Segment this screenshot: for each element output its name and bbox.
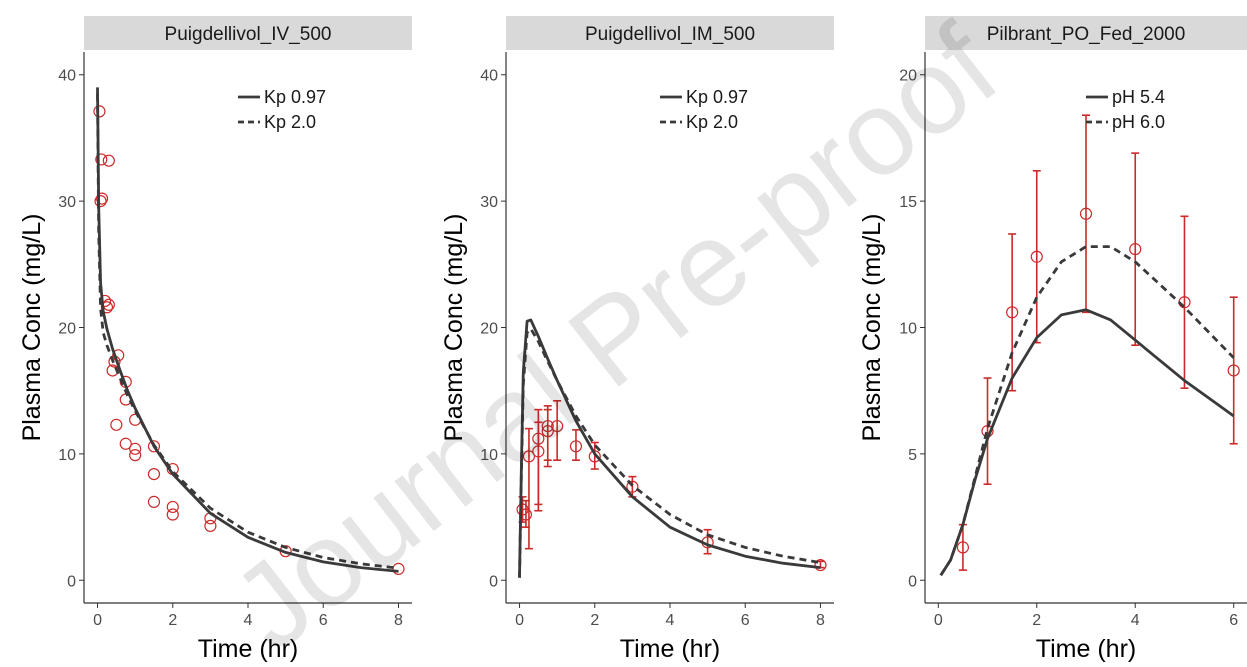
panel-title: Puigdellivol_IM_500 (585, 24, 755, 45)
y-tick-label: 10 (899, 321, 917, 338)
observed-point (204, 519, 217, 533)
panel-title: Puigdellivol_IV_500 (165, 24, 332, 45)
observed-point (94, 195, 107, 208)
y-tick-label: 20 (58, 321, 76, 338)
observed-point (551, 419, 564, 433)
y-tick-label: 20 (480, 321, 498, 338)
observed-point (102, 154, 115, 167)
series-line (96, 93, 399, 570)
y-tick-label: 40 (58, 68, 76, 85)
observed-point (626, 480, 639, 493)
x-tick-label: 2 (168, 612, 177, 629)
observed-point (119, 437, 132, 450)
y-axis-title: Plasma Conc (mg/L) (440, 214, 468, 442)
series-line (518, 327, 821, 578)
observed-point (147, 467, 161, 481)
y-tick-label: 30 (58, 194, 76, 211)
x-tick-label: 0 (93, 612, 102, 629)
y-tick-label: 30 (480, 194, 498, 211)
x-axis-title: Time (hr) (198, 635, 298, 663)
legend-label: Kp 2.0 (686, 112, 738, 132)
series-line (939, 245, 1235, 576)
observed-point (541, 425, 554, 438)
chart-panel-3: Pilbrant_PO_Fed_2000 0 5 10 15 20 0 2 4 6 Time (hr… (858, 16, 1247, 663)
x-tick-label: 8 (816, 612, 825, 629)
observed-point (1129, 243, 1142, 256)
y-tick-label: 5 (908, 447, 917, 464)
y-tick-label: 10 (480, 447, 498, 464)
panel-strip (506, 16, 834, 50)
observed-point (569, 440, 583, 453)
y-tick-label: 40 (480, 68, 498, 85)
observed-point (814, 558, 827, 572)
x-tick-label: 6 (1229, 612, 1238, 629)
observed-point (112, 349, 125, 362)
y-tick-label: 15 (899, 194, 917, 211)
panel-strip (84, 16, 412, 50)
legend-label: pH 5.4 (1112, 87, 1165, 107)
observed-point (1227, 364, 1240, 377)
observed-point (166, 508, 179, 521)
x-tick-label: 4 (666, 612, 675, 629)
y-tick-label: 0 (908, 573, 917, 590)
observed-point (110, 418, 123, 431)
x-tick-label: 2 (590, 612, 599, 629)
observed-point (532, 445, 545, 458)
x-axis-title: Time (hr) (1036, 635, 1136, 663)
y-axis-title: Plasma Conc (mg/L) (18, 214, 46, 442)
y-tick-label: 20 (899, 68, 917, 85)
observed-point (129, 449, 142, 462)
observed-point (95, 153, 108, 166)
observed-point (1006, 306, 1019, 319)
observed-point (1079, 207, 1093, 220)
y-axis-title: Plasma Conc (mg/L) (858, 214, 886, 442)
panel-title: Pilbrant_PO_Fed_2000 (987, 24, 1186, 45)
y-tick-label: 0 (67, 573, 76, 590)
legend-label: Kp 0.97 (686, 87, 748, 107)
observed-point (93, 105, 106, 118)
series-line (96, 87, 399, 573)
observed-point (522, 450, 536, 463)
series-line (939, 308, 1235, 576)
x-tick-label: 4 (1131, 612, 1140, 629)
observed-point (166, 500, 179, 514)
x-tick-label: 0 (934, 612, 943, 629)
observed-point (129, 442, 142, 455)
x-tick-label: 6 (741, 612, 750, 629)
observed-point (588, 450, 601, 463)
legend-label: Kp 0.97 (264, 87, 326, 107)
x-tick-label: 8 (394, 612, 403, 629)
x-tick-label: 2 (1032, 612, 1041, 629)
x-tick-label: 6 (319, 612, 328, 629)
chart-panel-1: Puigdellivol_IV_500 0 10 20 30 40 0 2 4 6 8 Time (h… (18, 16, 412, 663)
y-tick-label: 0 (489, 573, 498, 590)
x-tick-label: 0 (515, 612, 524, 629)
x-tick-label: 4 (244, 612, 253, 629)
chart-panel-2: Puigdellivol_IM_500 0 10 20 30 40 0 2 4 6 8 Time (h… (440, 16, 834, 663)
observed-point (95, 192, 109, 205)
y-tick-label: 10 (58, 447, 76, 464)
x-axis-title: Time (hr) (620, 635, 720, 663)
observed-point (1030, 250, 1043, 263)
legend-label: Kp 2.0 (264, 112, 316, 132)
panel-strip (925, 16, 1247, 50)
observed-point (147, 495, 161, 508)
legend-label: pH 6.0 (1112, 112, 1165, 132)
observed-point (147, 440, 161, 453)
observed-point (956, 541, 970, 554)
